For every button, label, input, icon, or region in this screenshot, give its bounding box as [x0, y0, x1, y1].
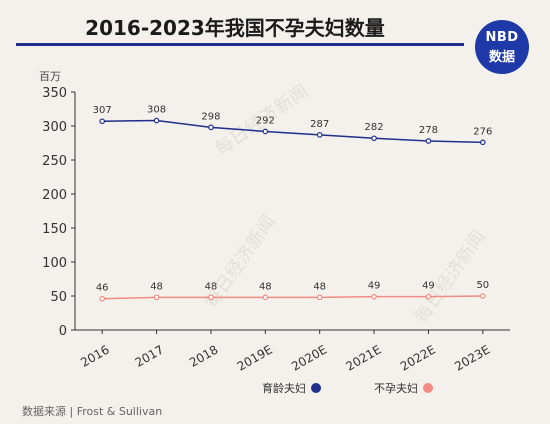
data-label: 49 [368, 281, 381, 292]
data-label: 48 [259, 281, 272, 292]
watermark-text: 每日经济新闻 [411, 227, 490, 328]
data-point [425, 293, 432, 300]
data-label: 48 [150, 281, 163, 292]
data-label: 298 [201, 111, 220, 122]
logo-text-nbd: NBD [485, 30, 519, 45]
data-label: 307 [93, 105, 112, 116]
source-note: 数据来源 | Frost & Sullivan [22, 405, 163, 418]
data-point [262, 128, 269, 135]
x-tick-label: 2022E [398, 342, 438, 373]
series-line-infertile-couples [102, 295, 483, 300]
data-label: 48 [205, 281, 218, 292]
y-tick-label: 0 [59, 324, 67, 339]
data-point [425, 138, 432, 144]
x-tick-label: 2016 [78, 342, 111, 369]
title-rule [16, 43, 464, 46]
data-label: 282 [365, 122, 384, 133]
data-point [208, 294, 214, 301]
data-point [208, 124, 214, 131]
y-tick-label: 300 [42, 120, 67, 135]
data-point [99, 295, 105, 302]
chart-title: 2016-2023年我国不孕夫妇数量 [85, 16, 385, 40]
x-tick-label: 2017 [133, 342, 166, 369]
data-label: 48 [313, 281, 326, 292]
y-axis-unit: 百万 [39, 70, 61, 83]
data-point [371, 293, 377, 300]
data-point [316, 294, 323, 301]
series-line-fertile-couples [102, 119, 483, 144]
data-label: 278 [419, 125, 438, 136]
data-label: 287 [310, 119, 329, 130]
x-tick-label: 2019E [235, 342, 275, 373]
y-tick-label: 100 [42, 256, 67, 271]
logo-text-data: 数据 [488, 50, 515, 65]
x-tick-label: 2020E [289, 342, 329, 373]
data-point [480, 139, 486, 146]
data-label: 46 [96, 283, 109, 294]
y-tick-label: 50 [50, 290, 67, 305]
data-label: 49 [422, 281, 435, 292]
y-tick-label: 200 [42, 188, 67, 203]
legend-label: 育龄夫妇 [262, 381, 306, 395]
data-point [153, 294, 160, 301]
x-tick-label: 2023E [452, 342, 492, 373]
legend-swatch [311, 383, 321, 393]
data-point [480, 293, 486, 299]
data-label: 276 [473, 126, 492, 137]
legend-swatch [423, 383, 433, 393]
data-point [316, 132, 323, 138]
y-tick-label: 350 [42, 86, 67, 101]
data-point [153, 117, 160, 124]
x-tick-label: 2021E [344, 342, 384, 373]
nbd-logo: NBD 数据 [475, 20, 529, 74]
y-tick-label: 150 [42, 222, 67, 237]
data-point [99, 118, 105, 125]
x-tick-label: 2018 [187, 342, 220, 369]
y-tick-label: 250 [42, 154, 67, 169]
data-label: 50 [476, 280, 489, 291]
legend-label: 不孕夫妇 [374, 382, 418, 395]
data-label: 292 [256, 115, 275, 126]
data-point [371, 135, 377, 142]
data-point [262, 294, 269, 301]
data-label: 308 [147, 105, 166, 116]
